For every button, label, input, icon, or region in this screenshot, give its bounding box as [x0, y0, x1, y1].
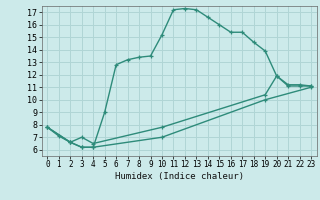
X-axis label: Humidex (Indice chaleur): Humidex (Indice chaleur): [115, 172, 244, 181]
